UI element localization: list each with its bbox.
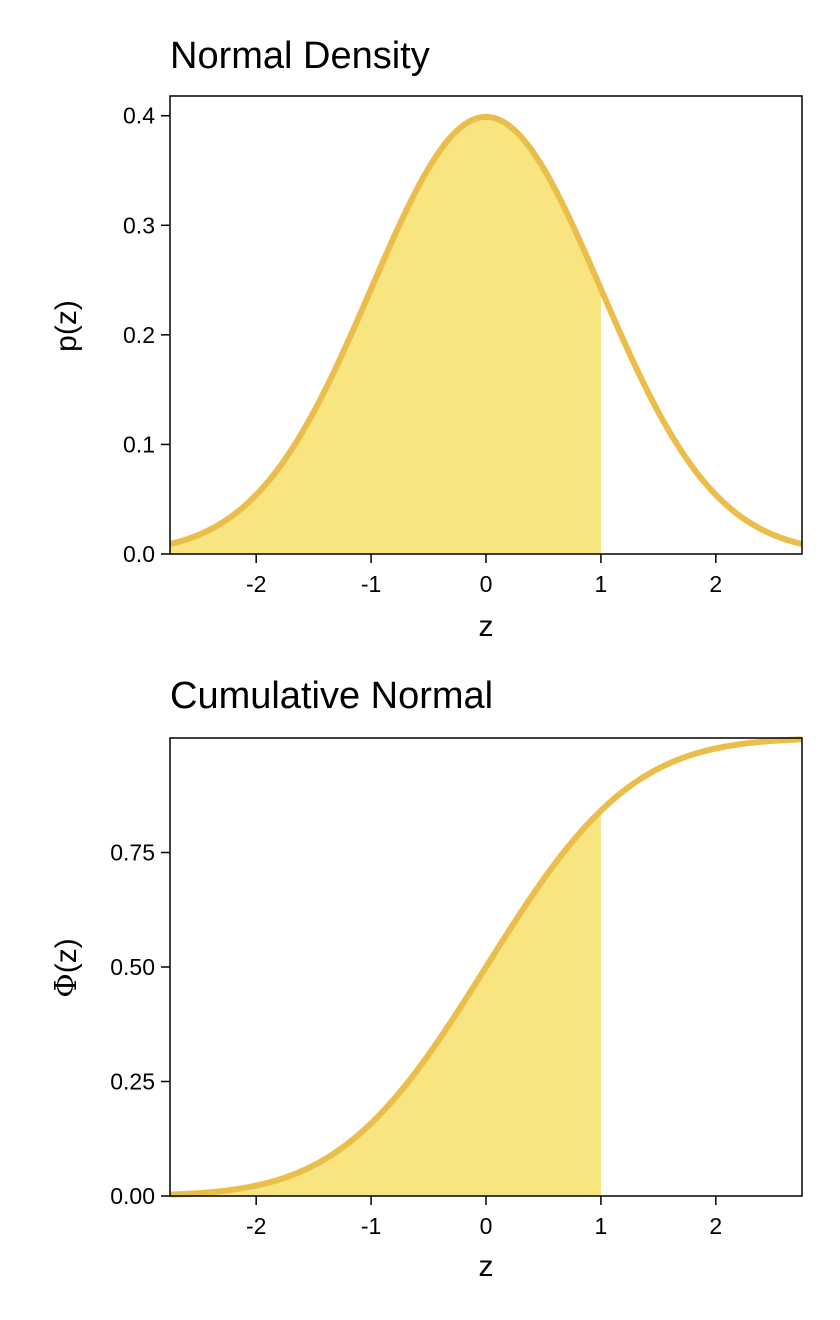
cumulative-x-tick-label: 0 (480, 1213, 493, 1239)
cumulative-y-axis-label-var: z (50, 948, 83, 963)
density-x-tick-label: -2 (246, 571, 266, 597)
cumulative-y-tick-label: 0.50 (110, 954, 155, 980)
cumulative-y-axis-label-prefix: Φ (49, 973, 84, 998)
density-y-tick-label: 0.1 (123, 431, 155, 457)
density-x-tick-label: 2 (709, 571, 722, 597)
cumulative-x-tick-label: 2 (709, 1213, 722, 1239)
cumulative-y-tick-label: 0.00 (110, 1183, 155, 1209)
cumulative-curve (169, 736, 803, 1198)
density-y-axis-label-var: z (50, 310, 83, 325)
cumulative-y-axis-label-close: ) (50, 938, 83, 948)
cumulative-title: Cumulative Normal (170, 675, 493, 717)
cumulative-y-tick-label: 0.75 (110, 840, 155, 866)
density-title: Normal Density (170, 35, 430, 77)
density-x-tick-label: -1 (361, 571, 381, 597)
density-y-axis-ticks: 0.0 0.1 0.2 0.3 0.4 (123, 103, 170, 567)
cumulative-x-axis-ticks: -2 -1 0 1 2 (246, 1196, 722, 1239)
density-x-axis-label: z (479, 610, 494, 643)
density-y-axis-label: p(z) (50, 300, 83, 352)
density-x-axis-ticks: -2 -1 0 1 2 (246, 554, 722, 597)
cumulative-x-axis-label: z (479, 1250, 494, 1283)
cumulative-x-tick-label: 1 (595, 1213, 608, 1239)
density-y-tick-label: 0.2 (123, 322, 155, 348)
density-x-tick-label: 1 (595, 571, 608, 597)
cumulative-x-tick-label: -1 (361, 1213, 381, 1239)
cumulative-x-tick-label: -2 (246, 1213, 266, 1239)
density-shaded-area (170, 116, 601, 554)
cumulative-y-axis-label-open: ( (50, 963, 83, 973)
density-curve (169, 113, 803, 547)
density-panel: Normal Density -2 -1 0 1 2 0.0 0.1 0.2 0.3 0.4 z… (50, 35, 803, 643)
density-y-axis-label-open: ( (50, 325, 83, 335)
cumulative-panel: Cumulative Normal -2 -1 0 1 2 0.000.250.500.… (49, 675, 803, 1283)
cumulative-y-axis-label: Φ(z) (49, 938, 84, 998)
cumulative-y-tick-label: 0.25 (110, 1069, 155, 1095)
density-y-tick-label: 0.0 (123, 541, 155, 567)
density-y-tick-label: 0.4 (123, 103, 155, 129)
density-y-tick-label: 0.3 (123, 212, 155, 238)
density-x-tick-label: 0 (480, 571, 493, 597)
density-y-axis-label-close: ) (50, 300, 83, 310)
density-y-axis-label-prefix: p (50, 335, 83, 352)
cumulative-y-axis-ticks: 0.00 0.25 0.50 0.75 (110, 840, 170, 1209)
cumulative-shaded-area (170, 810, 601, 1196)
